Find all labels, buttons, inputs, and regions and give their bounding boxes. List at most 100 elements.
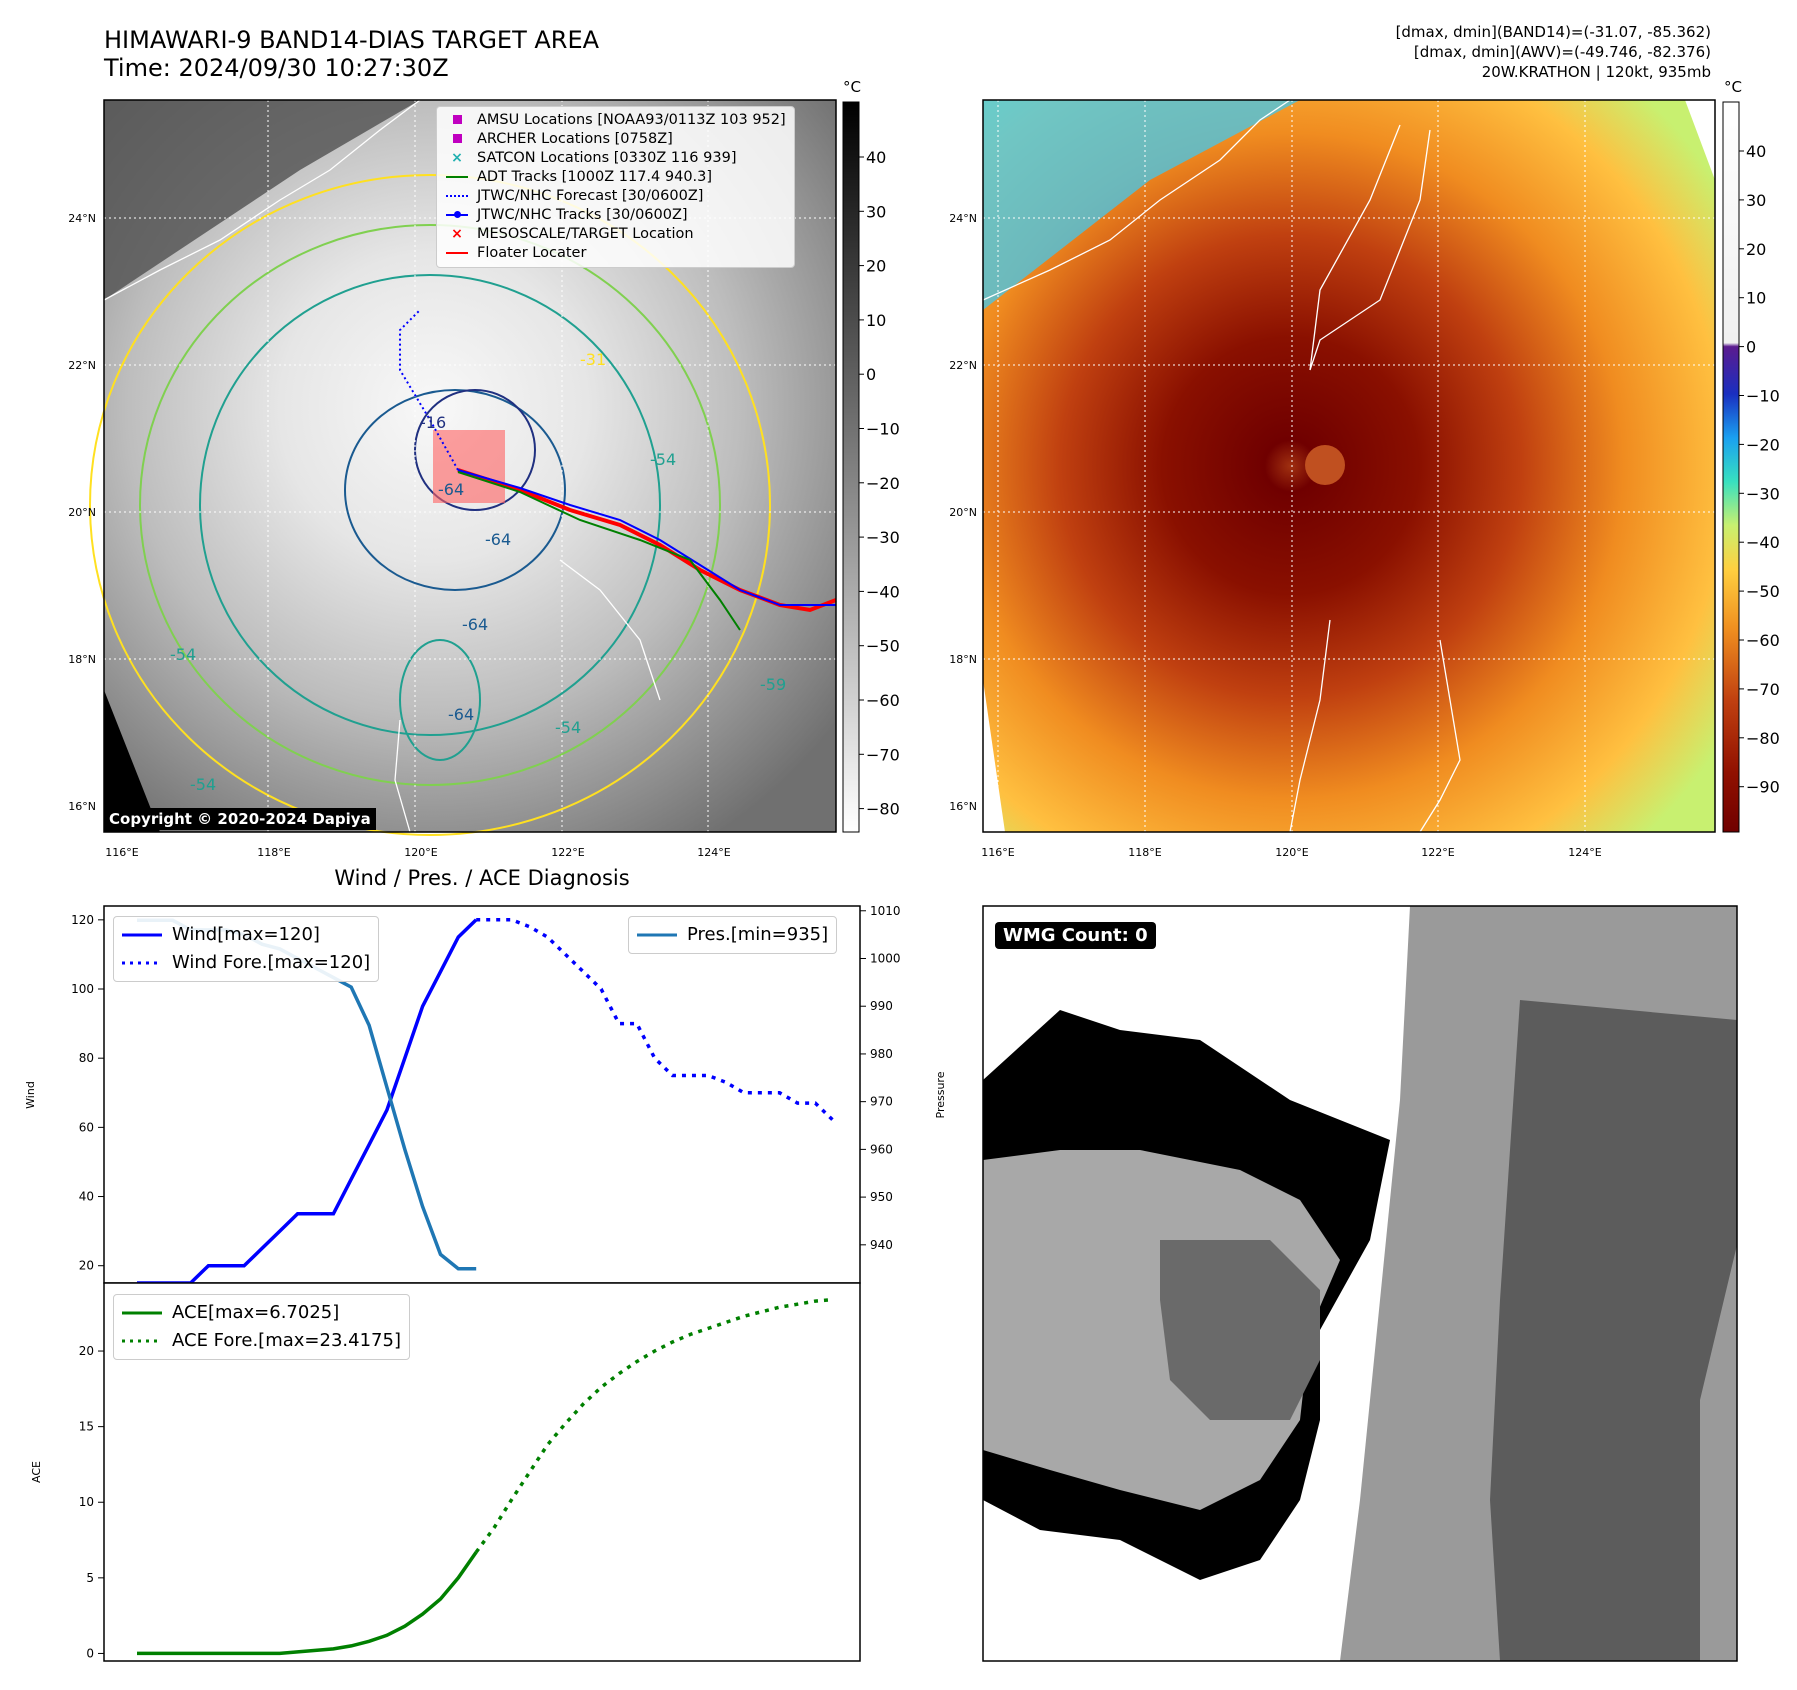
cbar-tick-label: −30 — [1746, 484, 1780, 503]
legend-label: SATCON Locations [0330Z 116 939] — [477, 150, 737, 166]
pres-tick-label: 1000 — [870, 951, 901, 965]
jtwc-forecast — [399, 309, 459, 471]
contour-label: -59 — [760, 675, 786, 694]
legend-entry: AMSU Locations [NOAA93/0113Z 103 952] — [445, 111, 786, 130]
legend-label: JTWC/NHC Forecast [30/0600Z] — [477, 188, 704, 204]
lon-tick-label: 116°E — [981, 846, 1014, 859]
contour-label: -31 — [580, 350, 606, 369]
wmg-inner-core — [1160, 1240, 1320, 1420]
stats-line-1: [dmax, dmin](BAND14)=(-31.07, -85.362) — [1395, 23, 1711, 41]
lon-tick-label: 116°E — [105, 846, 138, 859]
cbar-tick-label: 10 — [1746, 289, 1766, 308]
legend-entry: × MESOSCALE/TARGET Location — [445, 225, 786, 244]
legend-symbol — [445, 111, 469, 130]
gray-cbar-unit: °C — [843, 78, 861, 96]
gray-cbar-ticks: 40 30 20 10 0 −10 −20 −30 −40 −50 −60 −70 −80 — [859, 148, 900, 819]
gray-colorbar — [842, 101, 860, 833]
cbar-tick-label: −10 — [866, 420, 900, 439]
pres-tick-label: 960 — [870, 1142, 893, 1156]
lat-tick-label: 20°N — [68, 506, 96, 519]
legend-entry: JTWC/NHC Forecast [30/0600Z] — [445, 187, 786, 206]
cbar-tick-label: 40 — [1746, 142, 1766, 161]
wmg-panel — [982, 905, 1738, 1662]
map-legend: AMSU Locations [NOAA93/0113Z 103 952] ARC… — [436, 106, 795, 268]
legend-symbol: × — [451, 150, 463, 166]
series-line-0 — [137, 918, 478, 1285]
map-color-panel: °C 403020100−10−20−30−40−50−60−70−80−90 … — [949, 78, 1780, 859]
diagnosis-title: Wind / Pres. / ACE Diagnosis — [334, 866, 630, 890]
pres-legend-label: Pres.[min=935] — [687, 924, 829, 945]
cbar-tick-label: −20 — [1746, 435, 1780, 454]
pres-tick-label: 1010 — [870, 904, 901, 918]
ace-tick-label: 5 — [86, 1571, 94, 1585]
contour-label: -16 — [420, 413, 446, 432]
pres-legend: Pres.[min=935] — [628, 916, 838, 954]
pres-ylabel: Pressure — [934, 1071, 947, 1118]
pres-tick-label: 970 — [870, 1095, 893, 1109]
stats-line-3: 20W.KRATHON | 120kt, 935mb — [1481, 63, 1711, 81]
cbar-tick-label: −30 — [866, 528, 900, 547]
no-data-left — [983, 680, 1005, 832]
lat-tick-label: 18°N — [949, 653, 977, 666]
lat-tick-label: 22°N — [68, 359, 96, 372]
coastline — [103, 99, 661, 833]
pres-tick-label: 990 — [870, 999, 893, 1013]
ace-tick-label: 15 — [79, 1420, 94, 1434]
lon-tick-label: 124°E — [1568, 846, 1601, 859]
color-lat-ticks: 24°N 22°N 20°N 18°N 16°N — [949, 212, 977, 813]
title-line-2: Time: 2024/09/30 10:27:30Z — [104, 54, 449, 82]
ace-tick-label: 10 — [79, 1495, 94, 1509]
cbar-tick-label: 0 — [866, 365, 876, 384]
legend-label: ADT Tracks [1000Z 117.4 940.3] — [477, 169, 713, 185]
map-color-frame — [982, 99, 1716, 833]
color-lon-ticks: 116°E 118°E 120°E 122°E 124°E — [981, 846, 1601, 859]
contour-label: -64 — [485, 530, 511, 549]
contour-59 — [199, 274, 661, 736]
gray-lat-ticks: 24°N 22°N 20°N 18°N 16°N — [68, 212, 96, 813]
cbar-tick-label: 20 — [1746, 240, 1766, 259]
wind-ticks: 120 100 80 60 40 20 — [71, 913, 104, 1273]
cbar-tick-label: 10 — [866, 311, 886, 330]
cbar-tick-label: −60 — [1746, 631, 1780, 650]
legend-symbol — [445, 206, 469, 225]
legend-label: Floater Locater — [477, 245, 587, 261]
pres-tick-label: 940 — [870, 1238, 893, 1252]
wmg-frame — [982, 905, 1738, 1662]
contour-31 — [89, 174, 771, 836]
wind-tick-label: 20 — [79, 1259, 94, 1273]
title-line-1: HIMAWARI-9 BAND14-DIAS TARGET AREA — [104, 26, 600, 54]
color-cbar-unit: °C — [1724, 78, 1742, 96]
wind-tick-label: 120 — [71, 913, 94, 927]
wind-legend: Wind[max=120] Wind Fore.[max=120] — [113, 916, 380, 982]
ace-ylabel: ACE — [30, 1461, 43, 1483]
floater-track — [457, 468, 837, 613]
color-gridlines — [983, 100, 1715, 832]
wind-fore-legend-label: Wind Fore.[max=120] — [172, 952, 371, 973]
ace-ticks: 20 15 10 5 0 — [79, 1344, 104, 1660]
pres-legend-line — [637, 933, 677, 937]
cbar-tick-label: −60 — [866, 691, 900, 710]
legend-symbol: × — [451, 226, 463, 242]
lat-tick-label: 24°N — [68, 212, 96, 225]
lon-tick-label: 120°E — [1275, 846, 1308, 859]
dry-air-region — [104, 100, 420, 300]
contour-band — [399, 639, 481, 761]
gray-lon-ticks: 116°E 118°E 120°E 122°E 124°E — [105, 846, 730, 859]
cold-air-region — [983, 100, 1300, 310]
figure-title: HIMAWARI-9 BAND14-DIAS TARGET AREA Time:… — [104, 26, 599, 82]
contour-label: -64 — [462, 615, 488, 634]
wind-tick-label: 40 — [79, 1190, 94, 1204]
lat-tick-label: 16°N — [68, 800, 96, 813]
cbar-tick-label: −70 — [866, 745, 900, 764]
legend-label: JTWC/NHC Tracks [30/0600Z] — [477, 207, 688, 223]
cbar-tick-label: −50 — [866, 637, 900, 656]
pres-tick-label: 980 — [870, 1047, 893, 1061]
cbar-tick-label: 0 — [1746, 338, 1756, 357]
cbar-tick-label: −80 — [1746, 729, 1780, 748]
contour-label: -54 — [190, 775, 216, 794]
lon-tick-label: 122°E — [1421, 846, 1454, 859]
wind-tick-label: 60 — [79, 1120, 94, 1134]
jtwc-track — [457, 469, 836, 606]
lon-tick-label: 120°E — [404, 846, 437, 859]
